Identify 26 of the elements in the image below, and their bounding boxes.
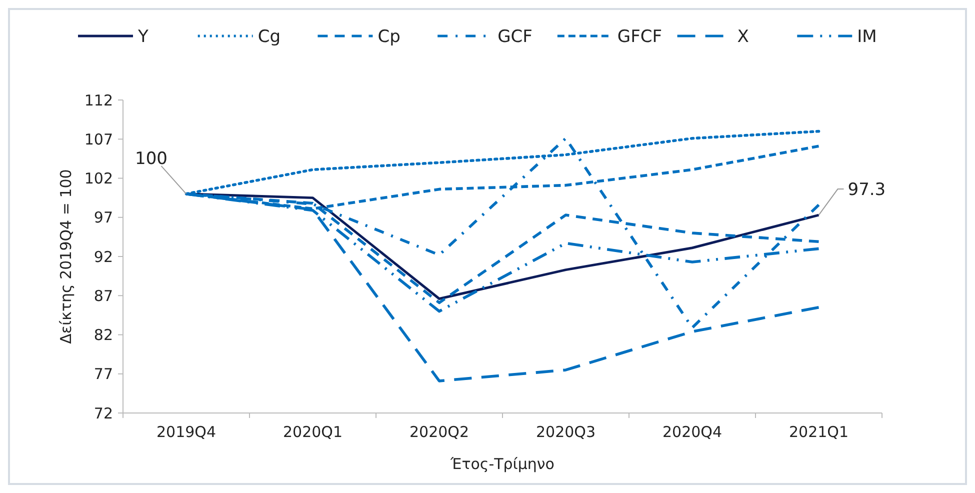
y-tick-label: 97 [94, 208, 113, 227]
y-tick-label: 112 [84, 91, 113, 110]
annotation: 97.3 [848, 180, 886, 200]
y-axis-title: Δείκτης 2019Q4 = 100 [57, 169, 75, 344]
legend-label: Cg [258, 27, 281, 47]
legend-label: Y [137, 27, 149, 47]
legend-label: GCF [498, 27, 532, 47]
y-tick-label: 72 [94, 404, 113, 422]
x-tick-label: 2020Q3 [536, 423, 596, 441]
x-tick-label: 2021Q1 [788, 423, 849, 441]
legend-label: IM [857, 27, 877, 47]
x-axis-title: Έτος-Τρίμηνο [450, 455, 554, 473]
x-tick-label: 2020Q4 [662, 423, 722, 441]
legend-label: X [737, 27, 750, 47]
y-tick-label: 102 [84, 170, 113, 188]
y-tick-label: 107 [84, 130, 113, 148]
annotation: 100 [135, 148, 168, 169]
y-tick-label: 82 [94, 326, 113, 344]
legend-label: GFCF [617, 27, 662, 47]
legend-label: Cp [378, 27, 400, 47]
y-tick-label: 77 [94, 365, 113, 384]
y-tick-label: 92 [94, 248, 113, 266]
x-tick-label: 2020Q2 [409, 423, 470, 441]
y-tick-label: 87 [94, 286, 113, 305]
x-tick-label: 2019Q4 [156, 423, 216, 441]
x-tick-label: 2020Q1 [282, 423, 343, 441]
